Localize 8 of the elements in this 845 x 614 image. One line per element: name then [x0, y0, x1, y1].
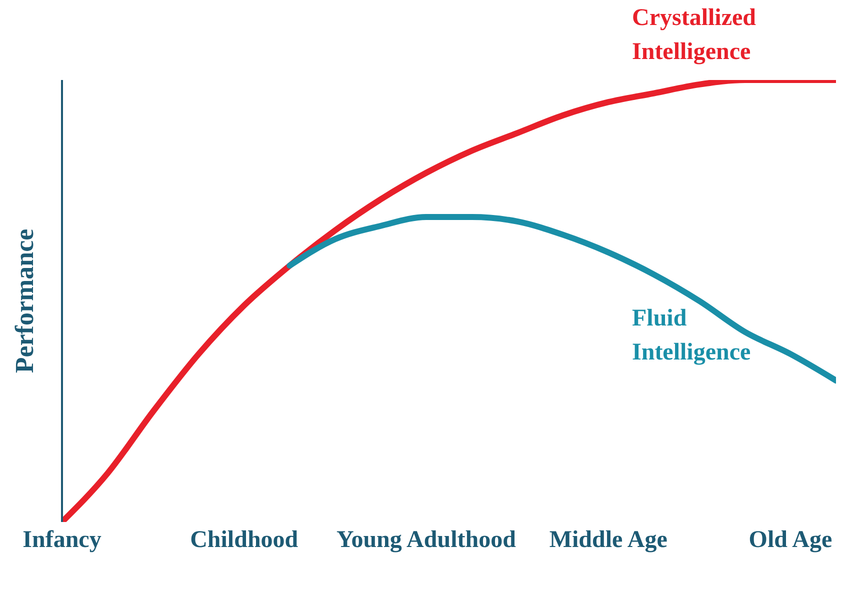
- x-tick-label: Middle Age: [549, 527, 668, 554]
- x-tick-label: Infancy: [22, 527, 102, 554]
- x-tick-label: Old Age: [748, 527, 832, 554]
- y-axis-title: Performance: [10, 228, 40, 374]
- x-tick-label: Young Adulthood: [336, 527, 517, 554]
- x-tick-label: Childhood: [190, 527, 299, 554]
- series-label: Fluid Intelligence: [632, 306, 751, 366]
- series-label: Crystallized Intelligence: [632, 5, 757, 65]
